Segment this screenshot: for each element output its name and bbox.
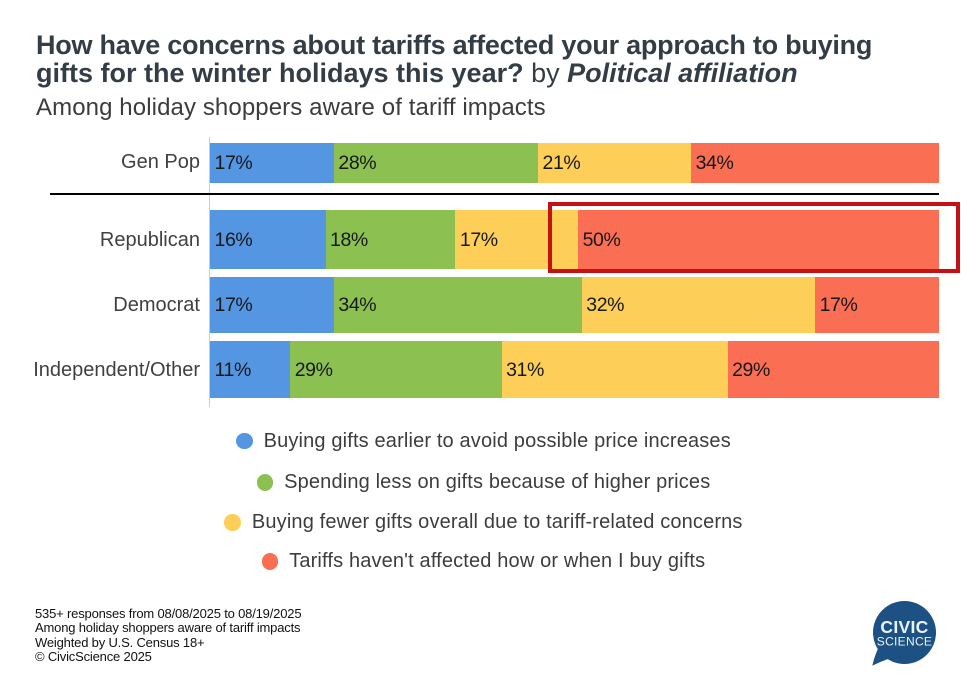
svg-text:CIVIC: CIVIC [880, 617, 928, 637]
svg-text:SCIENCE: SCIENCE [877, 635, 932, 649]
